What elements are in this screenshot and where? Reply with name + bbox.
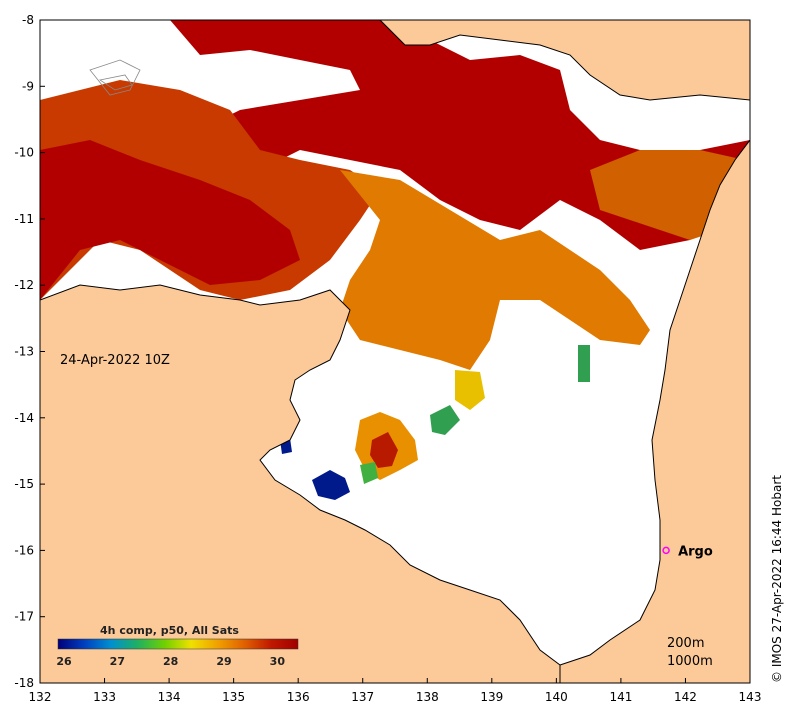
imos-credit: © IMOS 27-Apr-2022 16:44 Hobart: [770, 475, 784, 683]
y-tick-label: -11: [14, 212, 34, 226]
land: [40, 20, 750, 683]
x-tick-label: 136: [287, 690, 310, 704]
x-tick-label: 137: [351, 690, 374, 704]
y-tick-label: -15: [14, 477, 34, 491]
x-tick-label: 139: [480, 690, 503, 704]
sst-region-green-2: [430, 405, 460, 435]
colorbar-bar: [57, 638, 299, 650]
sst-region-gulf-hot: [370, 432, 398, 468]
x-tick-label: 138: [416, 690, 439, 704]
sst-field: [40, 20, 750, 500]
y-tick-label: -9: [22, 79, 34, 93]
colorbar-tick-label: 29: [216, 655, 231, 668]
colorbar-tick-label: 28: [163, 655, 178, 668]
contour-1000m: [89, 59, 141, 96]
y-tick-label: -18: [14, 676, 34, 690]
x-tick-label: 142: [674, 690, 697, 704]
sst-region-yellow-1: [455, 370, 485, 410]
x-tick-label: 135: [222, 690, 245, 704]
land-cape-york: [559, 139, 750, 683]
bathymetry-contours: [89, 59, 141, 96]
argo-label: Argo: [678, 544, 713, 559]
depth-label-1000m: 1000m: [667, 654, 713, 669]
x-tick-label: 132: [29, 690, 52, 704]
contour-200m: [98, 74, 133, 91]
colorbar-tick-label: 30: [270, 655, 286, 668]
colorbar-tick-label: 26: [56, 655, 72, 668]
sst-region-northeast: [590, 150, 745, 240]
x-tick-label: 134: [158, 690, 181, 704]
y-tick-label: -12: [14, 278, 34, 292]
y-tick-label: -13: [14, 345, 34, 359]
x-tick-label: 143: [739, 690, 762, 704]
sst-region-west-hot: [40, 140, 300, 300]
y-tick-label: -14: [14, 411, 34, 425]
sst-region-green-1: [360, 462, 378, 484]
y-tick-label: -17: [14, 610, 34, 624]
sst-region-green-3: [578, 345, 590, 382]
colorbar: 4h comp, p50, All Sats 26 27 28 29 30: [56, 624, 299, 668]
colorbar-tick-label: 27: [110, 655, 125, 668]
x-tick-label: 140: [545, 690, 568, 704]
sst-region-cold: [312, 470, 350, 500]
y-tick-label: -10: [14, 146, 34, 160]
argo-marker[interactable]: [662, 546, 670, 555]
depth-label-200m: 200m: [667, 636, 704, 651]
x-axis: 132 133 134 135 136 137 138 139 140 141 142 143: [29, 678, 762, 704]
map-plot-area: Argo 24-Apr-2022 10Z 200m 1000m 4h comp,…: [40, 20, 750, 683]
sst-region-central: [340, 170, 650, 370]
date-label: 24-Apr-2022 10Z: [60, 353, 170, 368]
colorbar-ticks: 26 27 28 29 30: [56, 655, 285, 668]
x-tick-label: 141: [609, 690, 632, 704]
colorbar-title: 4h comp, p50, All Sats: [100, 624, 239, 637]
y-axis: -8 -9 -10 -11 -12 -13 -14 -15 -16 -17 -18: [14, 13, 45, 690]
land-northern-territory: [40, 284, 561, 683]
y-tick-label: -8: [22, 13, 34, 27]
y-tick-label: -16: [14, 543, 34, 557]
x-tick-label: 133: [93, 690, 116, 704]
land-new-guinea: [379, 20, 750, 101]
